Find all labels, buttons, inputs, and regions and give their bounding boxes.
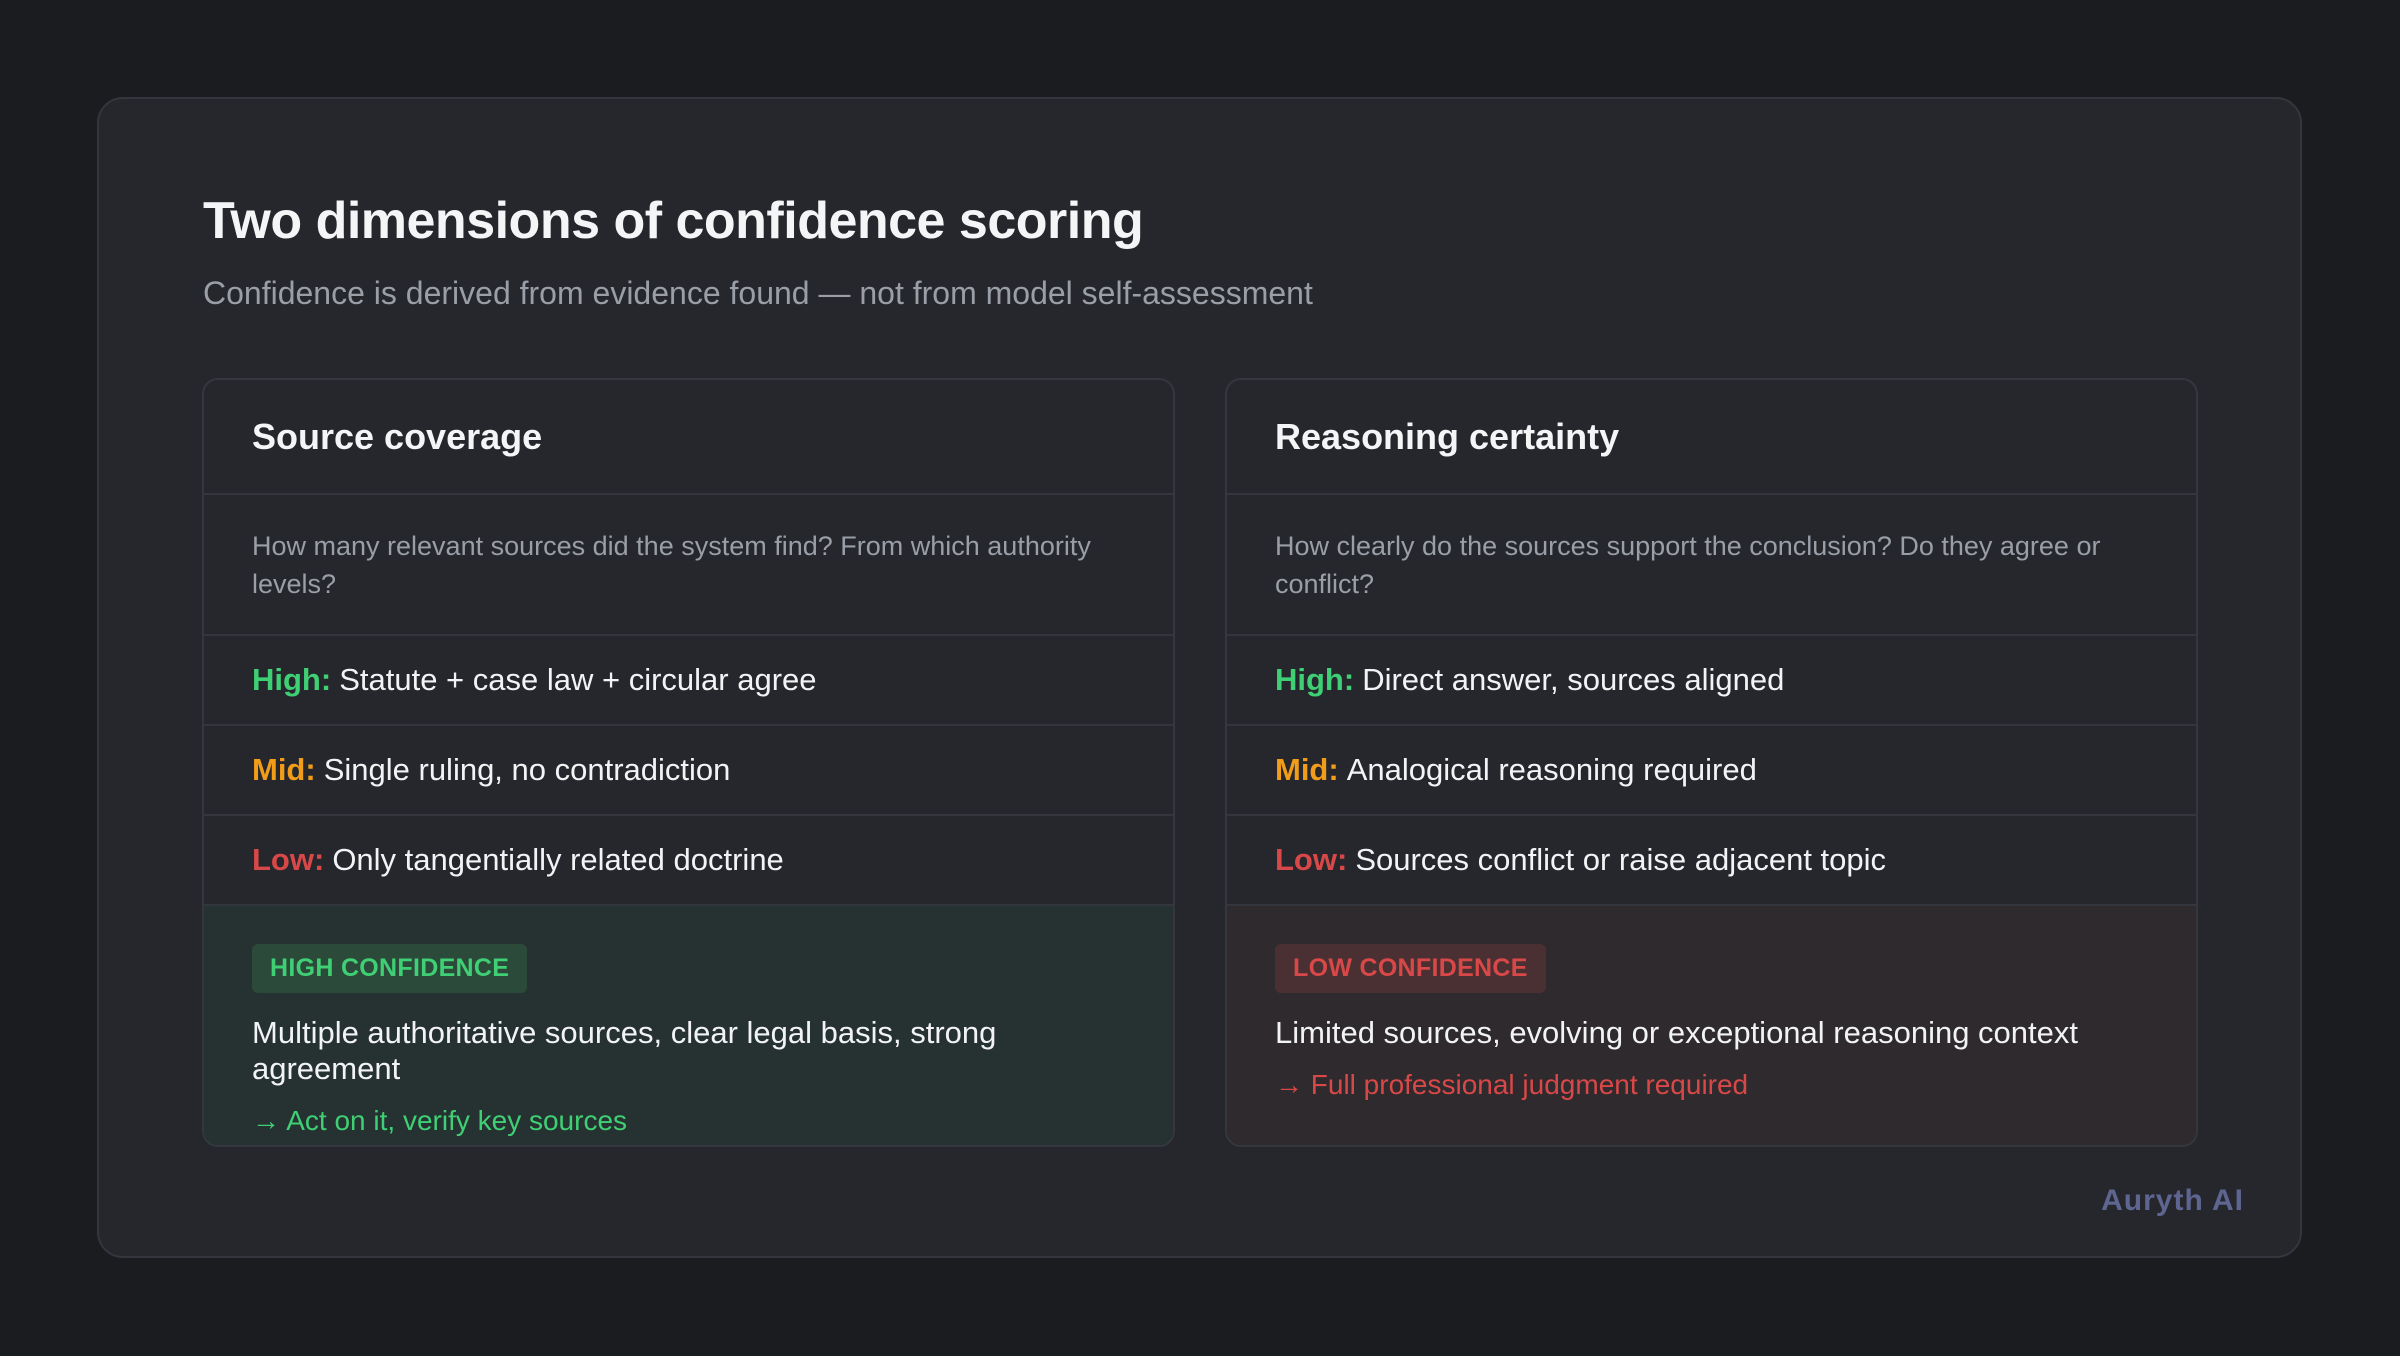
- brand-logo-text: Auryth AI: [2101, 1184, 2244, 1217]
- verdict-action: → Act on it, verify key sources: [252, 1105, 628, 1136]
- card-description-text: How clearly do the sources support the c…: [1275, 530, 2101, 599]
- page-title: Two dimensions of confidence scoring: [203, 192, 1144, 250]
- card-header: Reasoning certainty: [1227, 380, 2196, 495]
- verdict-section: LOW CONFIDENCE Limited sources, evolving…: [1227, 906, 2196, 1145]
- level-text: Only tangentially related doctrine: [332, 842, 784, 877]
- card-source-coverage: Source coverage How many relevant source…: [202, 378, 1175, 1147]
- page-subtitle: Confidence is derived from evidence foun…: [203, 275, 1313, 311]
- level-label-high: High:: [252, 662, 332, 697]
- level-row-mid: Mid: Analogical reasoning required: [1227, 726, 2196, 816]
- confidence-badge-high: HIGH CONFIDENCE: [252, 944, 528, 993]
- level-row-low: Low: Only tangentially related doctrine: [204, 816, 1173, 906]
- level-label-high: High:: [1275, 662, 1355, 697]
- level-label-mid: Mid:: [1275, 752, 1339, 787]
- slide-panel: Two dimensions of confidence scoring Con…: [97, 97, 2302, 1258]
- card-title: Reasoning certainty: [1275, 415, 1620, 457]
- verdict-section: HIGH CONFIDENCE Multiple authoritative s…: [204, 906, 1173, 1145]
- card-title: Source coverage: [252, 415, 543, 457]
- verdict-text: Limited sources, evolving or exceptional…: [1275, 1015, 2079, 1050]
- verdict-text: Multiple authoritative sources, clear le…: [252, 1015, 997, 1086]
- confidence-badge-low: LOW CONFIDENCE: [1275, 944, 1546, 993]
- level-row-high: High: Direct answer, sources aligned: [1227, 636, 2196, 726]
- level-label-low: Low:: [252, 842, 325, 877]
- level-label-low: Low:: [1275, 842, 1348, 877]
- card-description: How clearly do the sources support the c…: [1227, 495, 2196, 636]
- level-text: Single ruling, no contradiction: [323, 752, 731, 787]
- card-header: Source coverage: [204, 380, 1173, 495]
- card-reasoning-certainty: Reasoning certainty How clearly do the s…: [1225, 378, 2198, 1147]
- level-text: Statute + case law + circular agree: [339, 662, 817, 697]
- level-row-low: Low: Sources conflict or raise adjacent …: [1227, 816, 2196, 906]
- level-text: Direct answer, sources aligned: [1362, 662, 1785, 697]
- verdict-action: → Full professional judgment required: [1275, 1069, 1749, 1100]
- level-row-high: High: Statute + case law + circular agre…: [204, 636, 1173, 726]
- level-text: Analogical reasoning required: [1346, 752, 1757, 787]
- level-text: Sources conflict or raise adjacent topic: [1355, 842, 1887, 877]
- level-row-mid: Mid: Single ruling, no contradiction: [204, 726, 1173, 816]
- card-description-text: How many relevant sources did the system…: [252, 530, 1091, 599]
- card-description: How many relevant sources did the system…: [204, 495, 1173, 636]
- level-label-mid: Mid:: [252, 752, 316, 787]
